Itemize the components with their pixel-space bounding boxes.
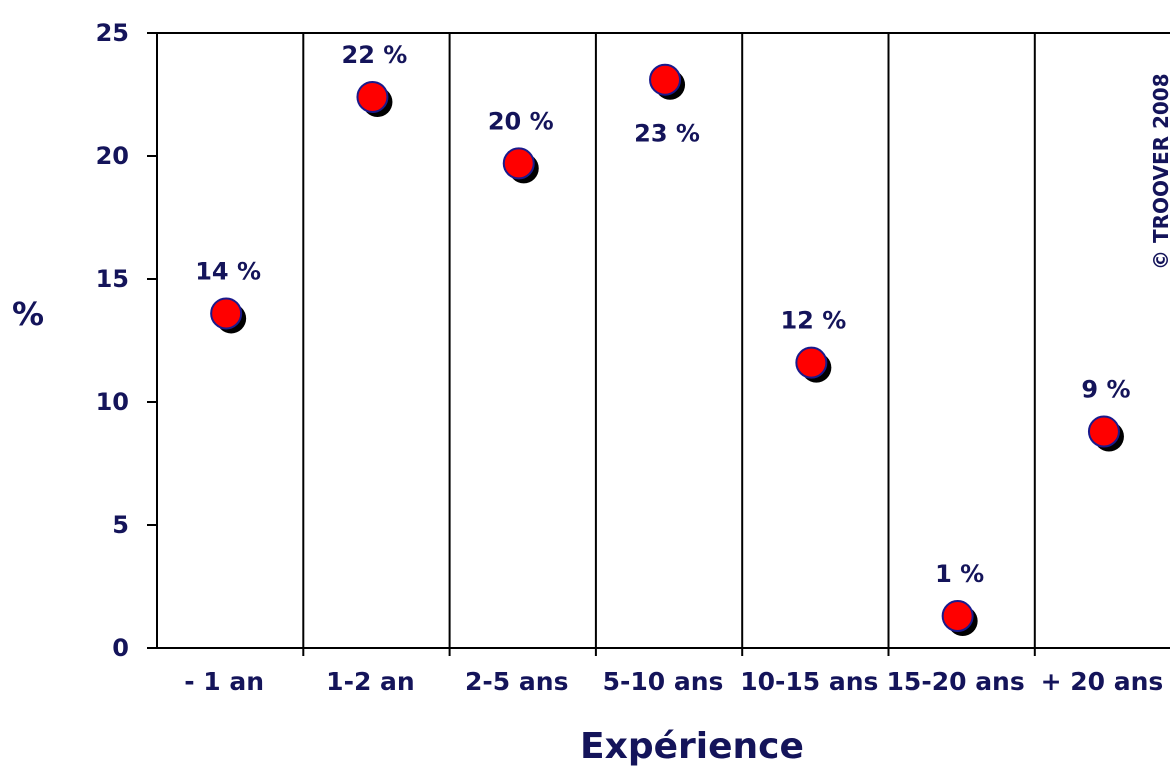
data-labels: 14 % 22 % 20 % 23 % 12 % 1 % 9 % <box>195 41 1130 588</box>
x-tick-label: 2-5 ans <box>465 667 568 696</box>
data-label: 20 % <box>488 107 554 135</box>
y-axis-label: % <box>12 295 44 333</box>
data-label: 14 % <box>195 257 261 285</box>
y-tick-label: 20 <box>96 142 129 170</box>
data-point <box>649 63 682 96</box>
x-tick-label: - 1 an <box>184 667 264 696</box>
data-label: 12 % <box>780 307 846 335</box>
data-points <box>210 63 1124 637</box>
x-tick-label: 10-15 ans <box>740 667 878 696</box>
x-tick-label: 1-2 an <box>326 667 415 696</box>
x-tick-label: 15-20 ans <box>887 667 1025 696</box>
y-tick-label: 10 <box>96 388 129 416</box>
y-tick-labels: 0 5 10 15 20 25 <box>96 19 129 662</box>
x-axis-label: Expérience <box>580 726 804 767</box>
copyright-text: © TROOVER 2008 <box>1149 73 1170 270</box>
data-point <box>941 600 974 633</box>
data-point <box>356 80 389 113</box>
data-label: 22 % <box>342 41 408 69</box>
x-tick-label: 5-10 ans <box>603 667 724 696</box>
x-tick-labels: - 1 an 1-2 an 2-5 ans 5-10 ans 10-15 ans 15-2… <box>184 667 1163 696</box>
data-point <box>502 147 535 180</box>
axes <box>147 32 1170 649</box>
data-point <box>210 297 243 330</box>
y-tick-label: 0 <box>112 634 129 662</box>
data-label: 9 % <box>1081 376 1130 404</box>
y-tick-label: 15 <box>96 265 129 293</box>
y-tick-label: 25 <box>96 19 129 47</box>
data-label: 1 % <box>935 560 984 588</box>
y-tick-label: 5 <box>112 511 129 539</box>
data-point <box>795 346 828 379</box>
data-point <box>1087 415 1120 448</box>
data-label: 23 % <box>634 120 700 148</box>
x-tick-label: + 20 ans <box>1041 667 1164 696</box>
category-separators <box>302 33 1036 656</box>
